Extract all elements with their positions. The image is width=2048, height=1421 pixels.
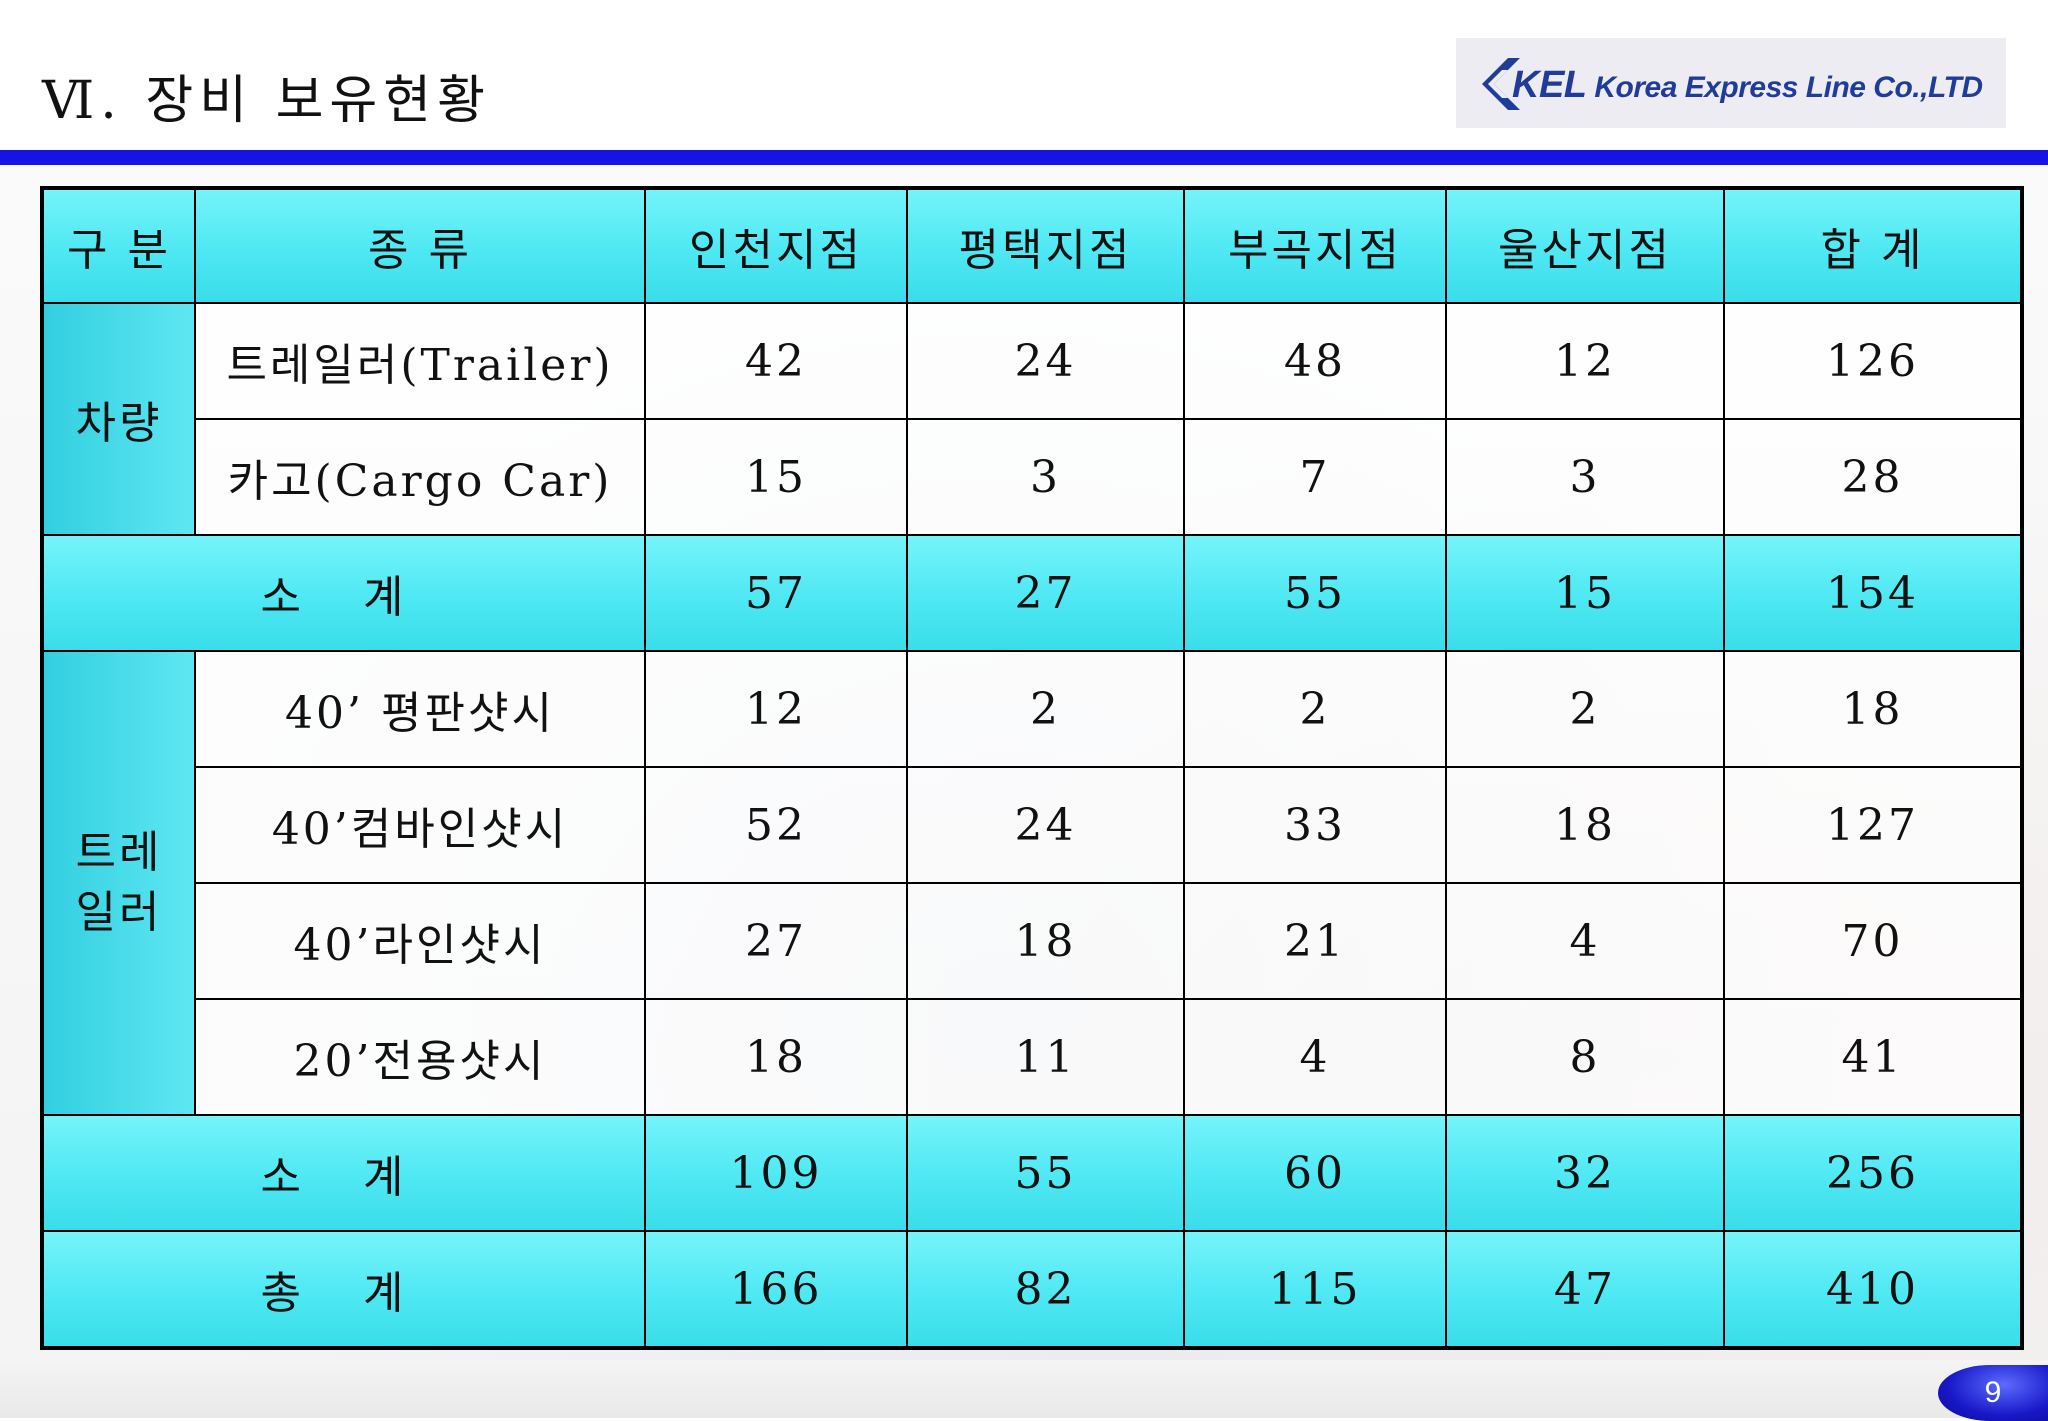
- cell-value: 21: [1183, 882, 1447, 1000]
- cell-value: 55: [906, 1114, 1185, 1232]
- cell-value: 154: [1723, 534, 2023, 652]
- cell-value: 24: [906, 302, 1185, 420]
- cell-value: 109: [644, 1114, 908, 1232]
- subtotal-row-trailer: 소 계 109 55 60 32 256: [41, 1114, 2023, 1232]
- table-row: 40’라인샷시 27 18 21 4 70: [42, 882, 2023, 1000]
- table-row: 트레 일러 40’ 평판샷시 12 2 2 2 18: [41, 650, 2023, 1116]
- group-trailer: 트레 일러: [41, 650, 196, 1116]
- header-bugok: 부곡지점: [1183, 187, 1447, 304]
- cell-value: 42: [644, 302, 908, 420]
- cell-value: 4: [1445, 882, 1725, 1000]
- cell-value: 166: [644, 1230, 908, 1349]
- cell-value: 256: [1723, 1114, 2023, 1232]
- cell-value: 410: [1723, 1230, 2023, 1349]
- cell-value: 115: [1183, 1230, 1447, 1349]
- page-title: Ⅵ. 장비 보유현황: [42, 71, 491, 131]
- kel-logo-icon: [1482, 58, 1520, 110]
- logo-text: KEL Korea Express Line Co.,LTD: [1512, 64, 1983, 107]
- cell-value: 57: [644, 534, 908, 652]
- cell-value: 48: [1183, 302, 1447, 420]
- cell-value: 15: [1445, 534, 1725, 652]
- cell-value: 126: [1723, 302, 2023, 420]
- cell-value: 27: [644, 882, 908, 1000]
- row-type: 40’라인샷시: [194, 882, 646, 1000]
- header-ulsan: 울산지점: [1445, 187, 1725, 304]
- row-type: 트레일러(Trailer): [194, 302, 646, 420]
- row-type: 40’컴바인샷시: [194, 766, 646, 884]
- subtotal-label: 소 계: [41, 534, 646, 652]
- cell-value: 70: [1723, 882, 2023, 1000]
- footer-band: [0, 1360, 2048, 1418]
- logo-mark: KEL: [1512, 64, 1587, 106]
- table-row: 차량 트레일러(Trailer) 42 24 48 12 126: [41, 302, 2023, 536]
- cell-value: 2: [1445, 650, 1725, 768]
- grand-total-label: 총 계: [41, 1230, 646, 1349]
- header-pyeongtaek: 평택지점: [906, 187, 1185, 304]
- cell-value: 127: [1723, 766, 2023, 884]
- company-logo: KEL Korea Express Line Co.,LTD: [1456, 38, 2006, 128]
- table-row: 카고(Cargo Car) 15 3 7 3 28: [42, 418, 2023, 536]
- cell-value: 18: [906, 882, 1185, 1000]
- title-rule: [0, 150, 2048, 165]
- cell-value: 41: [1723, 998, 2023, 1116]
- cell-value: 11: [906, 998, 1185, 1116]
- cell-value: 3: [1445, 418, 1725, 536]
- cell-value: 12: [1445, 302, 1725, 420]
- table-row: 40’컴바인샷시 52 24 33 18 127: [42, 766, 2023, 884]
- cell-value: 52: [644, 766, 908, 884]
- cell-value: 55: [1183, 534, 1447, 652]
- cell-value: 60: [1183, 1114, 1447, 1232]
- equipment-table: 구 분 종 류 인천지점 평택지점 부곡지점 울산지점 합 계 차량 트레일러(…: [40, 186, 2024, 1350]
- header-total: 합 계: [1723, 187, 2023, 304]
- row-type: 40’ 평판샷시: [194, 650, 646, 768]
- header-type: 종 류: [194, 187, 646, 304]
- cell-value: 18: [644, 998, 908, 1116]
- cell-value: 47: [1445, 1230, 1725, 1349]
- header-category: 구 분: [41, 187, 196, 304]
- header-incheon: 인천지점: [644, 187, 908, 304]
- cell-value: 18: [1723, 650, 2023, 768]
- row-type: 카고(Cargo Car): [194, 418, 646, 536]
- cell-value: 28: [1723, 418, 2023, 536]
- cell-value: 3: [906, 418, 1185, 536]
- cell-value: 7: [1183, 418, 1447, 536]
- cell-value: 24: [906, 766, 1185, 884]
- cell-value: 32: [1445, 1114, 1725, 1232]
- group-vehicle: 차량: [41, 302, 196, 536]
- cell-value: 15: [644, 418, 908, 536]
- cell-value: 18: [1445, 766, 1725, 884]
- logo-company-name: Korea Express Line Co.,LTD: [1594, 71, 1983, 104]
- cell-value: 12: [644, 650, 908, 768]
- cell-value: 33: [1183, 766, 1447, 884]
- subtotal-row-vehicle: 소 계 57 27 55 15 154: [41, 534, 2023, 652]
- cell-value: 8: [1445, 998, 1725, 1116]
- table-header-row: 구 분 종 류 인천지점 평택지점 부곡지점 울산지점 합 계: [41, 187, 2023, 304]
- cell-value: 2: [1183, 650, 1447, 768]
- cell-value: 82: [906, 1230, 1185, 1349]
- cell-value: 27: [906, 534, 1185, 652]
- row-type: 20’전용샷시: [194, 998, 646, 1116]
- subtotal-label: 소 계: [41, 1114, 646, 1232]
- page-number-badge: 9: [1938, 1365, 2048, 1421]
- cell-value: 2: [906, 650, 1185, 768]
- cell-value: 4: [1183, 998, 1447, 1116]
- grand-total-row: 총 계 166 82 115 47 410: [41, 1230, 2023, 1349]
- table-row: 20’전용샷시 18 11 4 8 41: [42, 998, 2023, 1116]
